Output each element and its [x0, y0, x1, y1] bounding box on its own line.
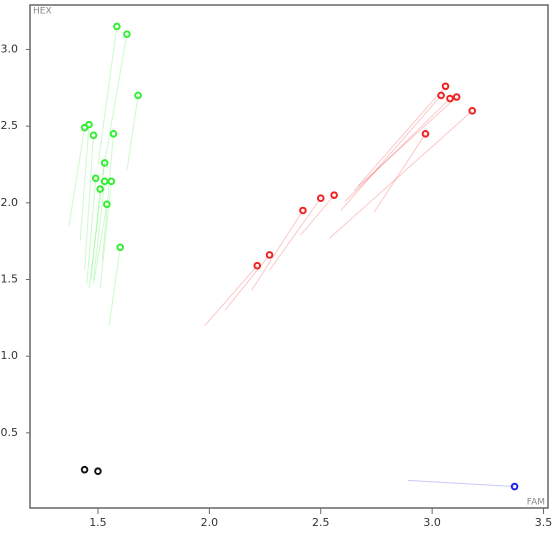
- point: [437, 91, 445, 100]
- trail: [86, 178, 97, 285]
- y-tick-label: 0.5: [1, 426, 19, 439]
- y-tick-label: 3.0: [1, 42, 19, 55]
- trail: [353, 85, 446, 191]
- point: [441, 82, 450, 91]
- x-tick-label: 3.0: [423, 516, 441, 529]
- point: [100, 177, 109, 186]
- point: [100, 159, 109, 167]
- point: [96, 185, 104, 193]
- trail: [300, 194, 335, 236]
- point: [116, 243, 125, 252]
- trail: [93, 204, 108, 285]
- trail: [373, 133, 426, 213]
- point: [134, 91, 142, 100]
- trail: [358, 96, 457, 187]
- x-tick-label: 3.5: [535, 516, 553, 529]
- x-tick-label: 2.0: [201, 516, 219, 529]
- y-tick-label: 1.0: [1, 349, 19, 362]
- y-axis-label: HEX: [33, 7, 52, 17]
- point: [85, 120, 93, 129]
- trail: [97, 26, 118, 165]
- y-tick-label: 2.0: [1, 196, 19, 209]
- trail: [101, 133, 115, 260]
- plot-frame: [29, 4, 549, 509]
- x-axis-label: FAM: [527, 498, 545, 508]
- point: [89, 131, 98, 140]
- point: [253, 261, 262, 270]
- trail: [108, 247, 121, 326]
- trail: [224, 254, 270, 311]
- trail: [92, 181, 106, 280]
- trail: [84, 135, 94, 271]
- point: [113, 22, 121, 31]
- point: [330, 191, 338, 199]
- trail: [344, 98, 451, 202]
- trail: [407, 479, 515, 488]
- point: [510, 482, 519, 491]
- point: [446, 94, 454, 103]
- trail: [126, 95, 139, 171]
- point: [103, 200, 111, 209]
- trail: [99, 181, 112, 289]
- point: [94, 467, 102, 475]
- point: [80, 465, 89, 474]
- trail: [251, 210, 304, 291]
- trail: [329, 110, 473, 239]
- y-tick-label: 1.5: [1, 273, 19, 286]
- y-tick-label: 2.5: [1, 119, 19, 132]
- point: [109, 130, 118, 138]
- trail: [204, 265, 258, 326]
- x-tick-label: 1.5: [89, 516, 107, 529]
- point: [452, 93, 461, 101]
- point: [107, 177, 116, 186]
- point: [123, 30, 131, 38]
- point: [421, 130, 430, 138]
- point: [468, 107, 477, 115]
- point: [91, 174, 100, 183]
- trail: [101, 34, 128, 176]
- trail: [68, 127, 86, 226]
- trail: [269, 197, 322, 271]
- x-tick-label: 2.5: [312, 516, 330, 529]
- point: [316, 194, 325, 203]
- point: [299, 206, 307, 215]
- point: [265, 251, 274, 259]
- trail: [79, 124, 90, 242]
- trail: [340, 95, 442, 211]
- trail: [90, 188, 101, 280]
